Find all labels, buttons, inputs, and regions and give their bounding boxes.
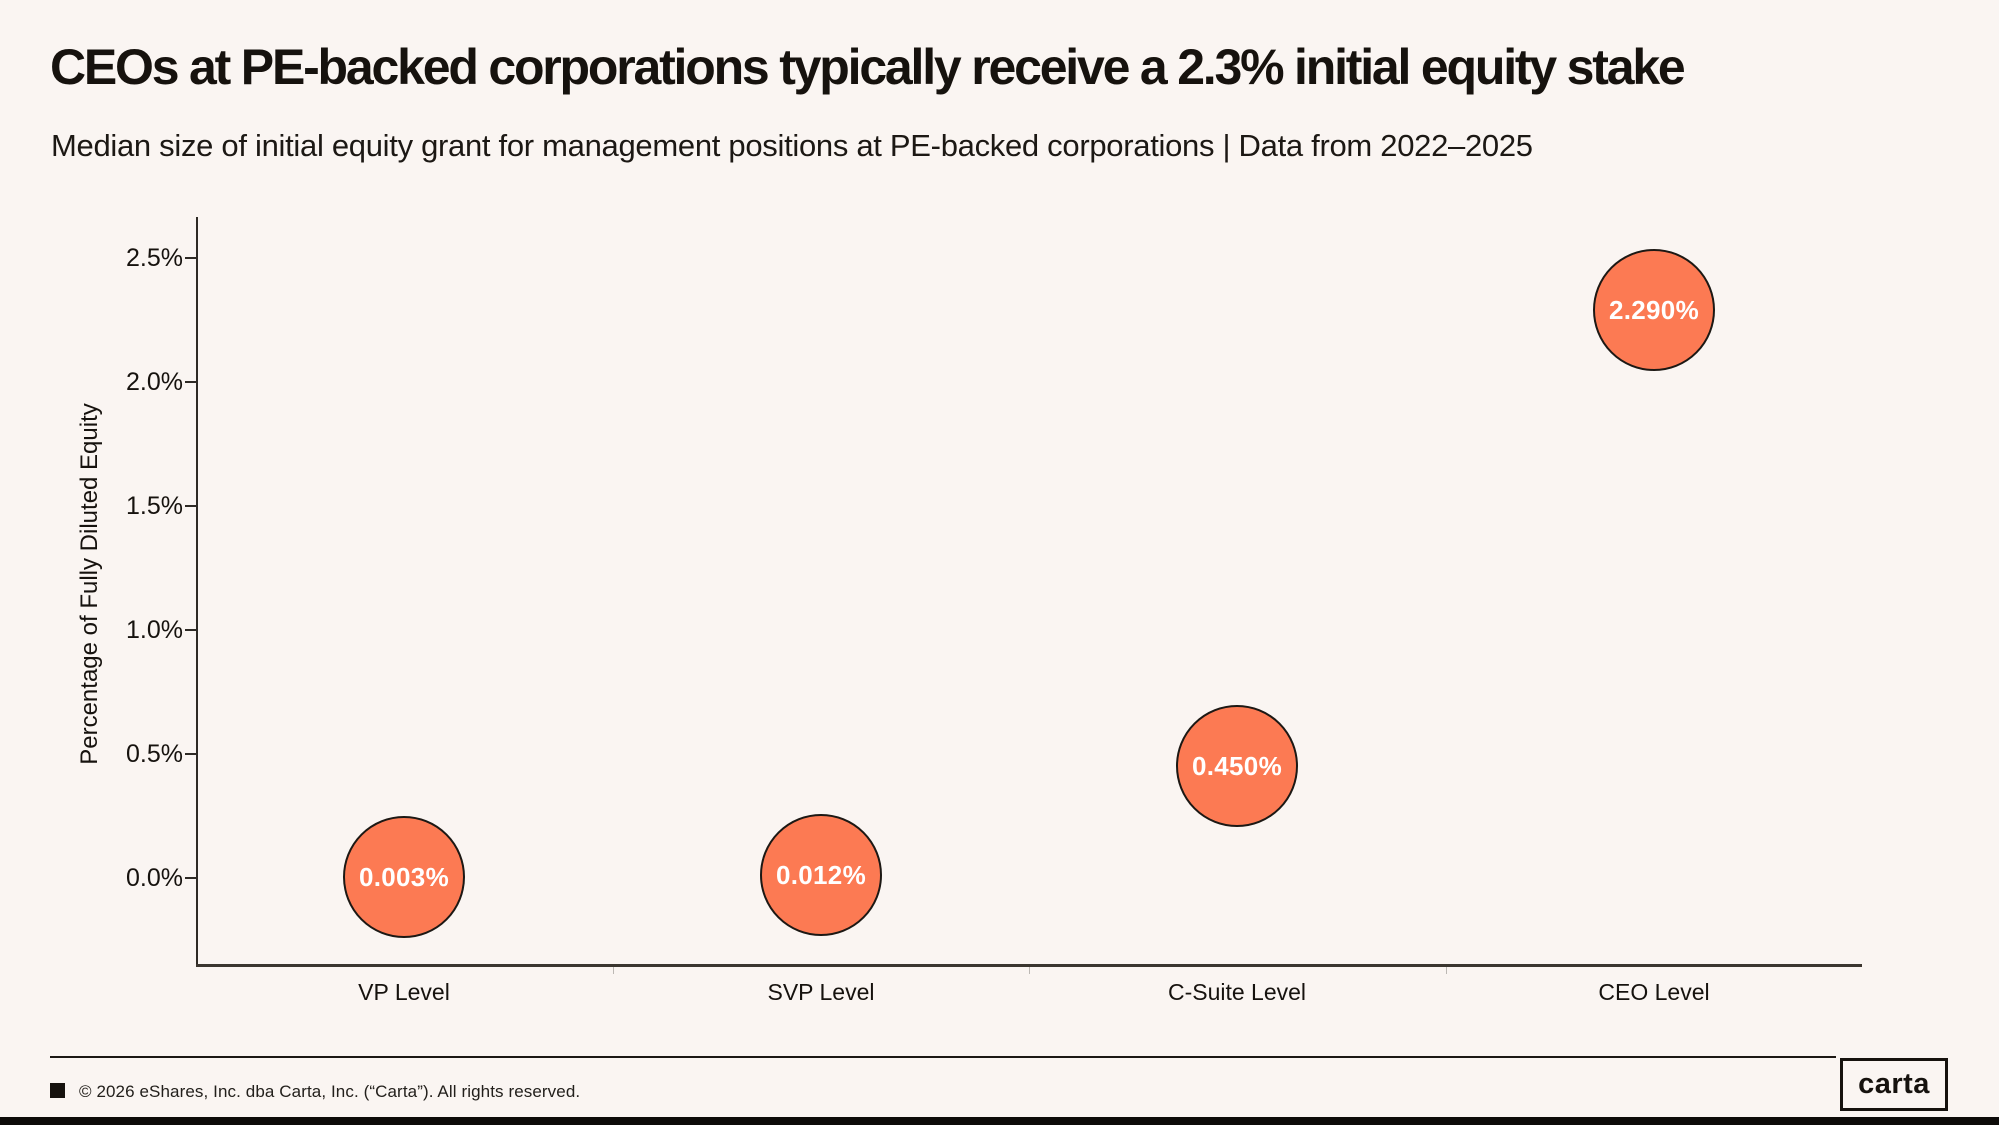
x-band-tick	[1029, 967, 1030, 974]
data-point-bubble: 0.003%	[343, 816, 465, 938]
page-title: CEOs at PE-backed corporations typically…	[50, 39, 1686, 95]
y-tick-mark	[185, 505, 197, 507]
carta-logo-text: carta	[1858, 1068, 1930, 1100]
data-point-bubble: 2.290%	[1593, 249, 1715, 371]
bottom-black-bar	[0, 1117, 1999, 1125]
y-tick-label: 2.0%	[126, 368, 183, 396]
x-category-label: CEO Level	[1598, 979, 1710, 1005]
page-subtitle: Median size of initial equity grant for …	[51, 128, 1533, 163]
data-point-value-label: 0.003%	[359, 861, 449, 892]
y-axis-title: Percentage of Fully Diluted Equity	[76, 403, 103, 765]
y-tick-label: 1.5%	[126, 492, 183, 520]
x-axis-line	[196, 964, 1862, 967]
data-point-value-label: 2.290%	[1609, 294, 1699, 325]
data-point-bubble: 0.450%	[1176, 705, 1298, 827]
y-tick-mark	[185, 877, 197, 879]
y-tick-mark	[185, 629, 197, 631]
x-category-label: C-Suite Level	[1167, 979, 1307, 1005]
y-tick-label: 0.5%	[126, 740, 183, 768]
x-band-tick	[613, 967, 614, 974]
carta-square-glyph-icon	[50, 1083, 65, 1098]
data-point-bubble: 0.012%	[760, 814, 882, 936]
x-category-label: SVP Level	[767, 979, 875, 1005]
x-band-tick	[1446, 967, 1447, 974]
copyright-text: © 2026 eShares, Inc. dba Carta, Inc. (“C…	[79, 1082, 581, 1101]
data-point-value-label: 0.012%	[776, 859, 866, 890]
y-tick-label: 0.0%	[126, 864, 183, 892]
x-category-label: VP Level	[358, 979, 450, 1005]
y-tick-mark	[185, 257, 197, 259]
y-tick-mark	[185, 753, 197, 755]
footer-divider	[50, 1056, 1836, 1058]
chart-area: Percentage of Fully Diluted Equity 0.0% 0…	[76, 217, 1862, 1005]
data-point-value-label: 0.450%	[1192, 750, 1282, 781]
y-tick-label: 1.0%	[126, 616, 183, 644]
carta-logo: carta	[1840, 1058, 1948, 1111]
y-tick-mark	[185, 381, 197, 383]
y-axis-line	[196, 217, 198, 967]
y-tick-label: 2.5%	[126, 244, 183, 272]
